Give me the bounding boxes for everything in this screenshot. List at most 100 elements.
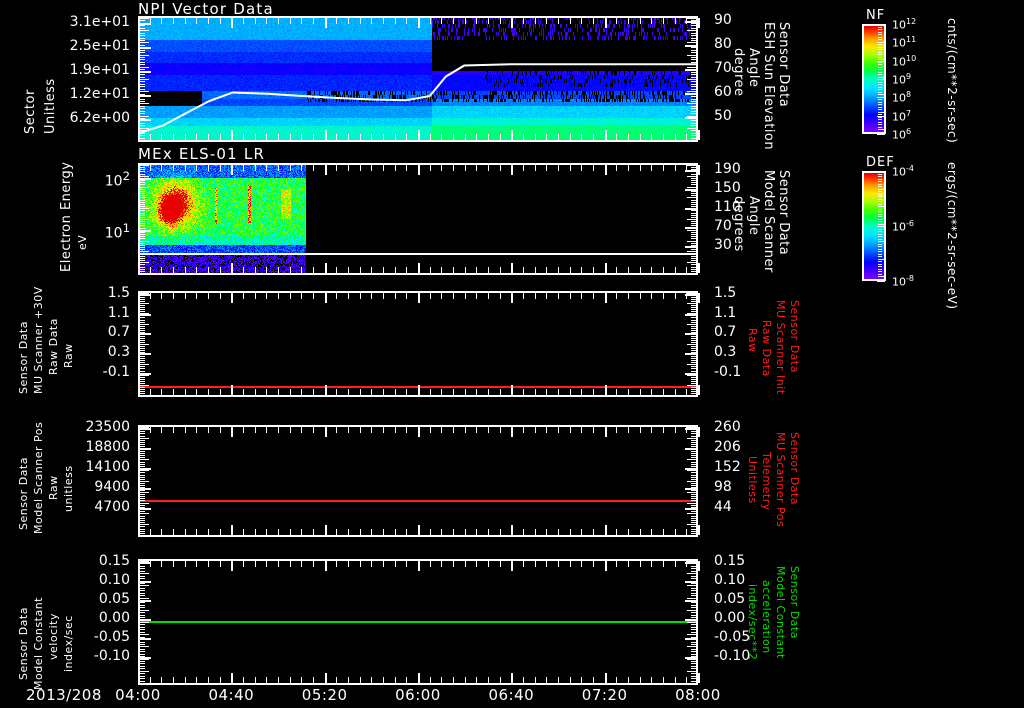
colorbar-minor-tick: [878, 191, 882, 192]
x-minor-tick-top: [348, 18, 349, 24]
x-minor-tick: [674, 389, 676, 395]
x-minor-tick: [604, 673, 607, 683]
x-minor-tick-top: [581, 427, 583, 433]
panel-1-left-title: Sector: [23, 89, 38, 134]
x-minor-tick: [394, 529, 396, 535]
x-minor-tick: [324, 385, 327, 395]
x-minor-tick: [429, 529, 431, 535]
minor-tick: [140, 459, 149, 461]
minor-tick: [691, 325, 696, 327]
x-minor-tick: [546, 677, 548, 683]
time-tick-label: 07:20: [581, 686, 628, 704]
colorbar-minor-tick: [878, 131, 882, 133]
minor-tick: [140, 18, 149, 19]
x-minor-tick: [464, 389, 466, 395]
x-minor-tick: [383, 677, 384, 683]
colorbar-minor-tick: [878, 121, 882, 123]
minor-tick: [140, 476, 145, 478]
x-minor-tick-top: [651, 293, 653, 299]
x-minor-tick-top: [324, 293, 327, 303]
x-minor-tick: [138, 385, 140, 395]
minor-tick: [687, 293, 696, 294]
x-minor-tick: [208, 134, 209, 140]
minor-tick: [140, 624, 145, 626]
minor-tick: [140, 483, 145, 485]
minor-tick: [140, 219, 149, 220]
x-minor-tick: [406, 389, 408, 395]
minor-tick: [691, 242, 696, 244]
x-minor-tick-top: [523, 165, 524, 171]
panel-2-right-title-3: Angle: [746, 196, 761, 236]
colorbar-minor-tick: [878, 36, 882, 38]
x-minor-tick-top: [604, 561, 607, 571]
x-minor-tick-top: [196, 293, 198, 299]
minor-tick: [140, 25, 145, 27]
x-minor-tick-top: [359, 561, 361, 567]
minor-tick: [140, 132, 145, 134]
minor-tick: [687, 273, 696, 274]
minor-tick: [140, 496, 145, 498]
colorbar-minor-tick: [878, 241, 886, 242]
minor-tick: [140, 374, 149, 376]
y-tick-label: 0.10: [98, 572, 130, 589]
x-minor-tick: [184, 529, 186, 535]
minor-tick: [691, 190, 696, 192]
x-minor-tick: [394, 389, 396, 395]
minor-tick: [691, 223, 696, 225]
minor-tick: [140, 602, 145, 604]
minor-tick: [691, 582, 696, 584]
x-minor-tick: [464, 677, 466, 683]
x-minor-tick-top: [243, 427, 244, 433]
x-minor-tick-top: [616, 165, 618, 171]
colorbar-minor-tick: [878, 119, 882, 120]
major-tick: [140, 427, 151, 430]
minor-tick: [140, 442, 145, 444]
x-minor-tick: [651, 677, 653, 683]
minor-tick: [140, 253, 145, 255]
x-minor-tick-top: [698, 165, 700, 175]
x-minor-tick: [161, 677, 163, 683]
minor-tick: [691, 356, 696, 358]
y-tick-label-right: 0.3: [714, 344, 737, 360]
minor-tick: [140, 93, 145, 95]
minor-tick: [687, 229, 696, 231]
minor-tick: [691, 105, 696, 107]
minor-tick: [691, 366, 696, 368]
minor-tick: [140, 431, 145, 433]
x-minor-tick-top: [301, 18, 303, 24]
minor-tick: [691, 631, 696, 633]
x-minor-tick: [161, 389, 163, 395]
minor-tick: [140, 500, 145, 502]
minor-tick: [140, 356, 145, 358]
minor-tick: [140, 364, 149, 366]
x-minor-tick: [616, 389, 618, 395]
minor-tick: [691, 358, 696, 360]
x-minor-tick-top: [231, 165, 234, 175]
minor-tick: [140, 309, 145, 311]
x-minor-tick: [161, 529, 163, 535]
colorbar-minor-tick: [878, 186, 882, 187]
minor-tick: [691, 636, 696, 638]
minor-tick: [691, 234, 696, 236]
minor-tick: [687, 344, 696, 345]
major-tick: [140, 488, 151, 491]
x-minor-tick: [511, 525, 514, 535]
minor-tick: [687, 634, 696, 636]
minor-tick: [140, 238, 145, 240]
minor-tick: [140, 641, 145, 643]
x-minor-tick-top: [149, 165, 151, 171]
x-minor-tick-top: [301, 165, 303, 171]
x-minor-tick-top: [569, 165, 571, 171]
colorbar-minor-tick: [878, 106, 882, 108]
x-minor-tick: [686, 267, 688, 273]
minor-tick: [687, 609, 696, 611]
minor-tick: [691, 675, 696, 677]
colorbar-minor-tick: [878, 46, 882, 48]
x-minor-tick-top: [313, 427, 314, 433]
x-minor-tick-top: [674, 561, 676, 567]
minor-tick: [140, 622, 149, 623]
x-minor-tick: [569, 677, 571, 683]
colorbar-minor-tick: [878, 238, 882, 240]
x-minor-tick: [628, 134, 629, 140]
x-minor-tick: [534, 134, 536, 140]
